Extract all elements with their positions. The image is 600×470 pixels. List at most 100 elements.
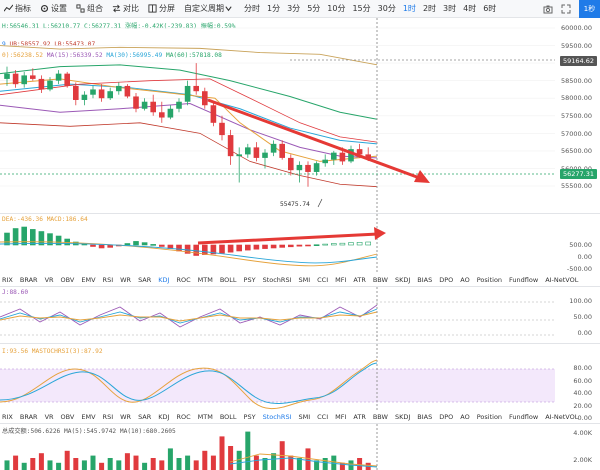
ind2-tab-fundflow[interactable]: Fundflow <box>509 412 539 421</box>
ind1-tab-rsi[interactable]: RSI <box>102 275 114 284</box>
ind1-tab-position[interactable]: Position <box>476 275 503 284</box>
ind1-tab-mtm[interactable]: MTM <box>197 275 213 284</box>
ind1-tab-mfi[interactable]: MFI <box>335 275 347 284</box>
ind1-tab-brar[interactable]: BRAR <box>19 275 38 284</box>
axis-label: 58500.00 <box>560 76 592 85</box>
low-annotation: 55475.74 <box>280 201 310 208</box>
axis-label: 80.00 <box>573 364 592 372</box>
ind2-tab-kdj[interactable]: KDJ <box>158 412 170 421</box>
combo-button[interactable]: 组合 <box>76 3 103 14</box>
axis-label: 40.00 <box>573 389 592 397</box>
ind2-tab-rsi[interactable]: RSI <box>102 412 114 421</box>
ind1-tab-wr[interactable]: WR <box>120 275 132 284</box>
ma60-value: MA(60):57818.08 <box>165 52 222 59</box>
ind1-tab-obv[interactable]: OBV <box>60 275 75 284</box>
settings-button[interactable]: 设置 <box>40 3 67 14</box>
ind2-tab-obv[interactable]: OBV <box>60 412 75 421</box>
ohlc-change: 涨幅:-0.42K(-239.83) <box>125 23 197 30</box>
split-screen-label: 分屏 <box>159 4 175 13</box>
timeframe-11[interactable]: 6时 <box>483 4 497 13</box>
axis-label: 0.00 <box>577 329 592 337</box>
ind2-tab-wr[interactable]: WR <box>120 412 132 421</box>
timeframe-1[interactable]: 1分 <box>267 4 281 13</box>
ind1-tab-atr[interactable]: ATR <box>353 275 366 284</box>
ind1-tab-psy[interactable]: PSY <box>243 275 256 284</box>
ind1-tab-kdj[interactable]: KDJ <box>158 275 170 284</box>
camera-icon[interactable] <box>543 4 553 14</box>
ind1-tab-cci[interactable]: CCI <box>317 275 329 284</box>
axis-label: 56000.00 <box>558 165 592 173</box>
axis-label: 60.00 <box>573 376 592 385</box>
kdj-chart[interactable] <box>0 287 600 342</box>
compare-button[interactable]: 对比 <box>112 3 139 14</box>
ind2-tab-rix[interactable]: RIX <box>2 412 13 421</box>
ind1-tab-ai-netvol[interactable]: AI-NetVOL <box>545 275 579 284</box>
boll-upper: UB:58557.92 <box>9 41 51 48</box>
custom-period-dropdown[interactable]: 自定义周期 <box>184 3 235 14</box>
ma15-value: MA(15):56339.52 <box>46 52 103 59</box>
ind2-tab-mtm[interactable]: MTM <box>197 412 213 421</box>
ind2-tab-position[interactable]: Position <box>476 412 503 421</box>
volume-chart[interactable] <box>0 424 600 470</box>
ind1-tab-roc[interactable]: ROC <box>176 275 191 284</box>
ind1-tab-ao[interactable]: AO <box>460 275 470 284</box>
ind2-tab-brar[interactable]: BRAR <box>19 412 38 421</box>
ind1-tab-dpo[interactable]: DPO <box>439 275 454 284</box>
settings-label: 设置 <box>51 4 67 13</box>
ohlc-amplitude: 振幅:0.59% <box>200 23 236 30</box>
ind2-tab-ai-netvol[interactable]: AI-NetVOL <box>545 412 579 421</box>
candlestick-chart[interactable] <box>0 18 600 213</box>
timeframe-1s-button[interactable]: 1秒 <box>579 0 600 18</box>
axis-label: 0.00 <box>577 414 592 422</box>
ind2-tab-bias[interactable]: BIAS <box>417 412 433 421</box>
timeframe-2[interactable]: 3分 <box>287 4 301 13</box>
ind1-tab-sar[interactable]: SAR <box>138 275 152 284</box>
ind1-tab-bbw[interactable]: BBW <box>372 275 388 284</box>
ind2-tab-emv[interactable]: EMV <box>81 412 96 421</box>
axis-label: 50.00 <box>573 313 592 321</box>
ind2-tab-bbw[interactable]: BBW <box>372 412 388 421</box>
timeframe-8[interactable]: 2时 <box>422 4 437 13</box>
ind2-tab-ao[interactable]: AO <box>460 412 470 421</box>
ind2-tab-mfi[interactable]: MFI <box>335 412 347 421</box>
ind1-tab-skdj[interactable]: SKDJ <box>394 275 411 284</box>
ind1-tab-stochrsi[interactable]: StochRSI <box>262 275 292 284</box>
ind1-tab-bias[interactable]: BIAS <box>417 275 433 284</box>
ind2-tab-boll[interactable]: BOLL <box>219 412 237 421</box>
fullscreen-icon[interactable] <box>561 4 571 14</box>
ind2-tab-atr[interactable]: ATR <box>353 412 366 421</box>
timeframe-7[interactable]: 1时 <box>402 4 416 13</box>
timeframe-3[interactable]: 5分 <box>307 4 321 13</box>
ind1-tab-smi[interactable]: SMI <box>298 275 311 284</box>
ind2-tab-dpo[interactable]: DPO <box>439 412 454 421</box>
timeframe-5[interactable]: 15分 <box>352 4 371 13</box>
macd-legend: DEA:-436.36 MACD:186.64 <box>2 216 88 223</box>
ind2-tab-cci[interactable]: CCI <box>317 412 329 421</box>
ind1-tab-fundflow[interactable]: Fundflow <box>509 275 539 284</box>
timeframe-4[interactable]: 10分 <box>327 4 346 13</box>
ind2-tab-smi[interactable]: SMI <box>298 412 311 421</box>
pane-separator <box>0 423 600 424</box>
ind2-tab-roc[interactable]: ROC <box>176 412 191 421</box>
combo-label: 组合 <box>87 4 103 13</box>
ind1-tab-emv[interactable]: EMV <box>81 275 96 284</box>
timeframe-0[interactable]: 分时 <box>244 4 260 13</box>
ind1-tab-vr[interactable]: VR <box>44 275 54 284</box>
trend-arrow-down <box>207 98 426 182</box>
timeframe-9[interactable]: 3时 <box>443 4 457 13</box>
ind1-tab-boll[interactable]: BOLL <box>219 275 237 284</box>
axis-label: 57500.00 <box>560 112 592 120</box>
stochrsi-chart[interactable] <box>0 344 600 410</box>
indicator-button[interactable]: 指标 <box>4 3 31 14</box>
ind1-tab-rix[interactable]: RIX <box>2 275 13 284</box>
ind2-tab-skdj[interactable]: SKDJ <box>394 412 411 421</box>
timeframe-10[interactable]: 4时 <box>463 4 477 13</box>
ind2-tab-sar[interactable]: SAR <box>138 412 152 421</box>
macd-chart[interactable] <box>0 214 600 272</box>
ind2-tab-psy[interactable]: PSY <box>243 412 256 421</box>
axis-label: 59500.00 <box>560 41 592 50</box>
split-screen-button[interactable]: 分屏 <box>148 3 175 14</box>
ind2-tab-stochrsi[interactable]: StochRSI <box>262 412 292 421</box>
ind2-tab-vr[interactable]: VR <box>44 412 54 421</box>
timeframe-6[interactable]: 30分 <box>377 4 396 13</box>
